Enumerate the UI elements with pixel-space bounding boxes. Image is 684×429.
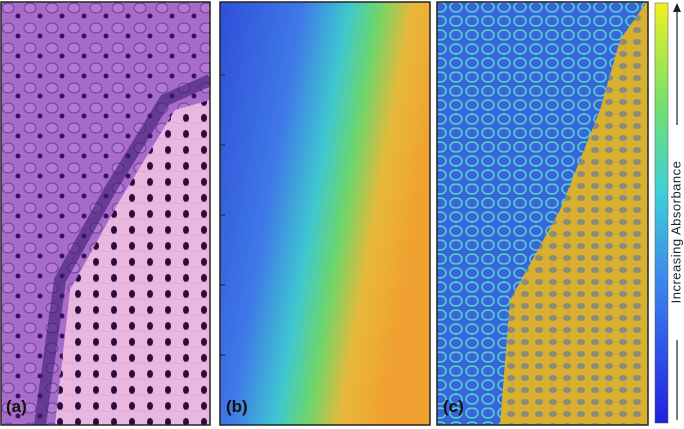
ticks: [220, 74, 225, 356]
panel-label: (b): [226, 397, 248, 416]
panel-c: [437, 2, 648, 425]
panel-a: [1, 2, 210, 425]
colorbar: [654, 2, 669, 424]
panel-label: (c): [443, 397, 464, 416]
panel-b: [220, 2, 430, 425]
panel-frame: [219, 1, 431, 426]
panel-label: (a): [6, 397, 27, 416]
colorbar-label: Increasing Absorbance: [668, 161, 683, 304]
panel-frame: [0, 1, 211, 426]
panel-frame: [436, 1, 649, 426]
arrow-head: [673, 3, 681, 12]
